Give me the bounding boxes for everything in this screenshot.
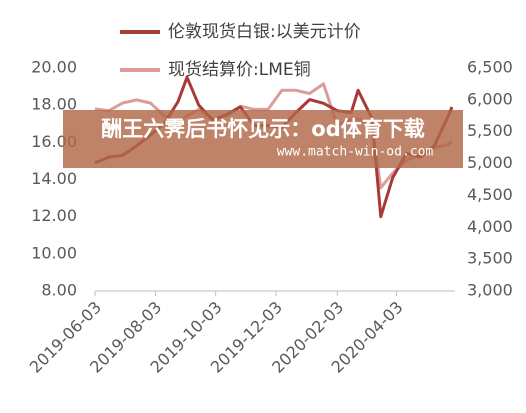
y2-tick-label: 4,500 (467, 185, 513, 204)
y-tick-label: 14.00 (31, 169, 77, 188)
y2-tick-label: 4,000 (467, 217, 513, 236)
watermark-url: www.match-win-od.com (277, 145, 434, 160)
y2-tick-label: 5,500 (467, 121, 513, 140)
y-tick-label: 8.00 (41, 281, 77, 300)
y2-tick-label: 3,500 (467, 249, 513, 268)
y-tick-label: 20.00 (31, 58, 77, 77)
y2-tick-label: 6,500 (467, 58, 513, 77)
y-tick-label: 10.00 (31, 243, 77, 262)
watermark-box (63, 110, 463, 168)
y-tick-label: 18.00 (31, 95, 77, 114)
legend-label: 现货结算价:LME铜 (168, 60, 311, 80)
y2-tick-label: 5,000 (467, 153, 513, 172)
y2-tick-label: 6,000 (467, 89, 513, 108)
y-tick-label: 12.00 (31, 206, 77, 225)
legend-label: 伦敦现货白银:以美元计价 (168, 22, 361, 42)
y2-tick-label: 3,000 (467, 281, 513, 300)
watermark-text: 酬王六霁后书怀见示：od体育下载 (101, 117, 424, 141)
